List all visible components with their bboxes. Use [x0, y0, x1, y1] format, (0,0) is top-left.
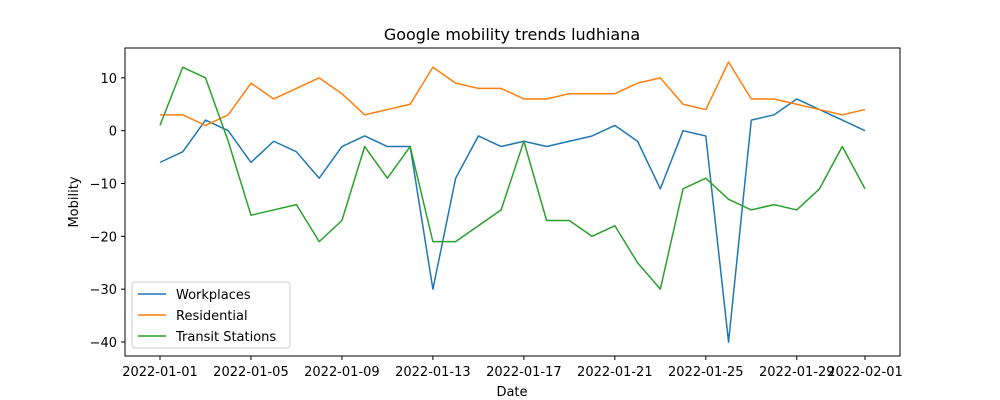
legend-label-2: Transit Stations: [175, 330, 276, 345]
y-tick-label: −40: [90, 336, 117, 351]
y-tick-label: 0: [109, 125, 117, 140]
series-line-2: [159, 66, 866, 290]
legend-box: [131, 281, 291, 349]
series-line-0: [159, 98, 866, 343]
x-axis-label: Date: [496, 385, 527, 400]
plot-lines: [159, 61, 866, 343]
x-tick-label: 2022-01-09: [304, 365, 380, 380]
y-tick-label: 10: [100, 72, 117, 87]
y-tick-label: −30: [90, 283, 117, 298]
series-line-1: [160, 61, 866, 127]
x-axis-ticks: 2022-01-01 2022-01-05 2022-01-09 2022-01-13…: [122, 356, 903, 380]
x-tick-label: 2022-01-13: [395, 365, 471, 380]
x-tick-label: 2022-01-01: [122, 365, 198, 380]
legend-label-0: Workplaces: [176, 288, 251, 303]
x-tick-label: 2022-01-21: [577, 365, 653, 380]
y-axis-ticks: 10 0 −10 −20 −30 −40: [90, 72, 125, 351]
x-tick-label: 2022-01-05: [213, 365, 289, 380]
legend-label-1: Residential: [176, 309, 248, 324]
y-tick-label: −20: [90, 230, 117, 245]
chart-title: Google mobility trends ludhiana: [384, 25, 640, 44]
y-tick-label: −10: [90, 178, 117, 193]
x-tick-label: 2022-01-17: [486, 365, 562, 380]
x-tick-label: 2022-01-25: [668, 365, 744, 380]
legend: Workplaces Residential Transit Stations: [131, 281, 291, 349]
plot-frame: [124, 47, 901, 357]
x-tick-label: 2022-01-29: [759, 365, 835, 380]
y-axis-label: Mobility: [67, 176, 82, 227]
x-tick-label: 2022-02-01: [827, 365, 903, 380]
